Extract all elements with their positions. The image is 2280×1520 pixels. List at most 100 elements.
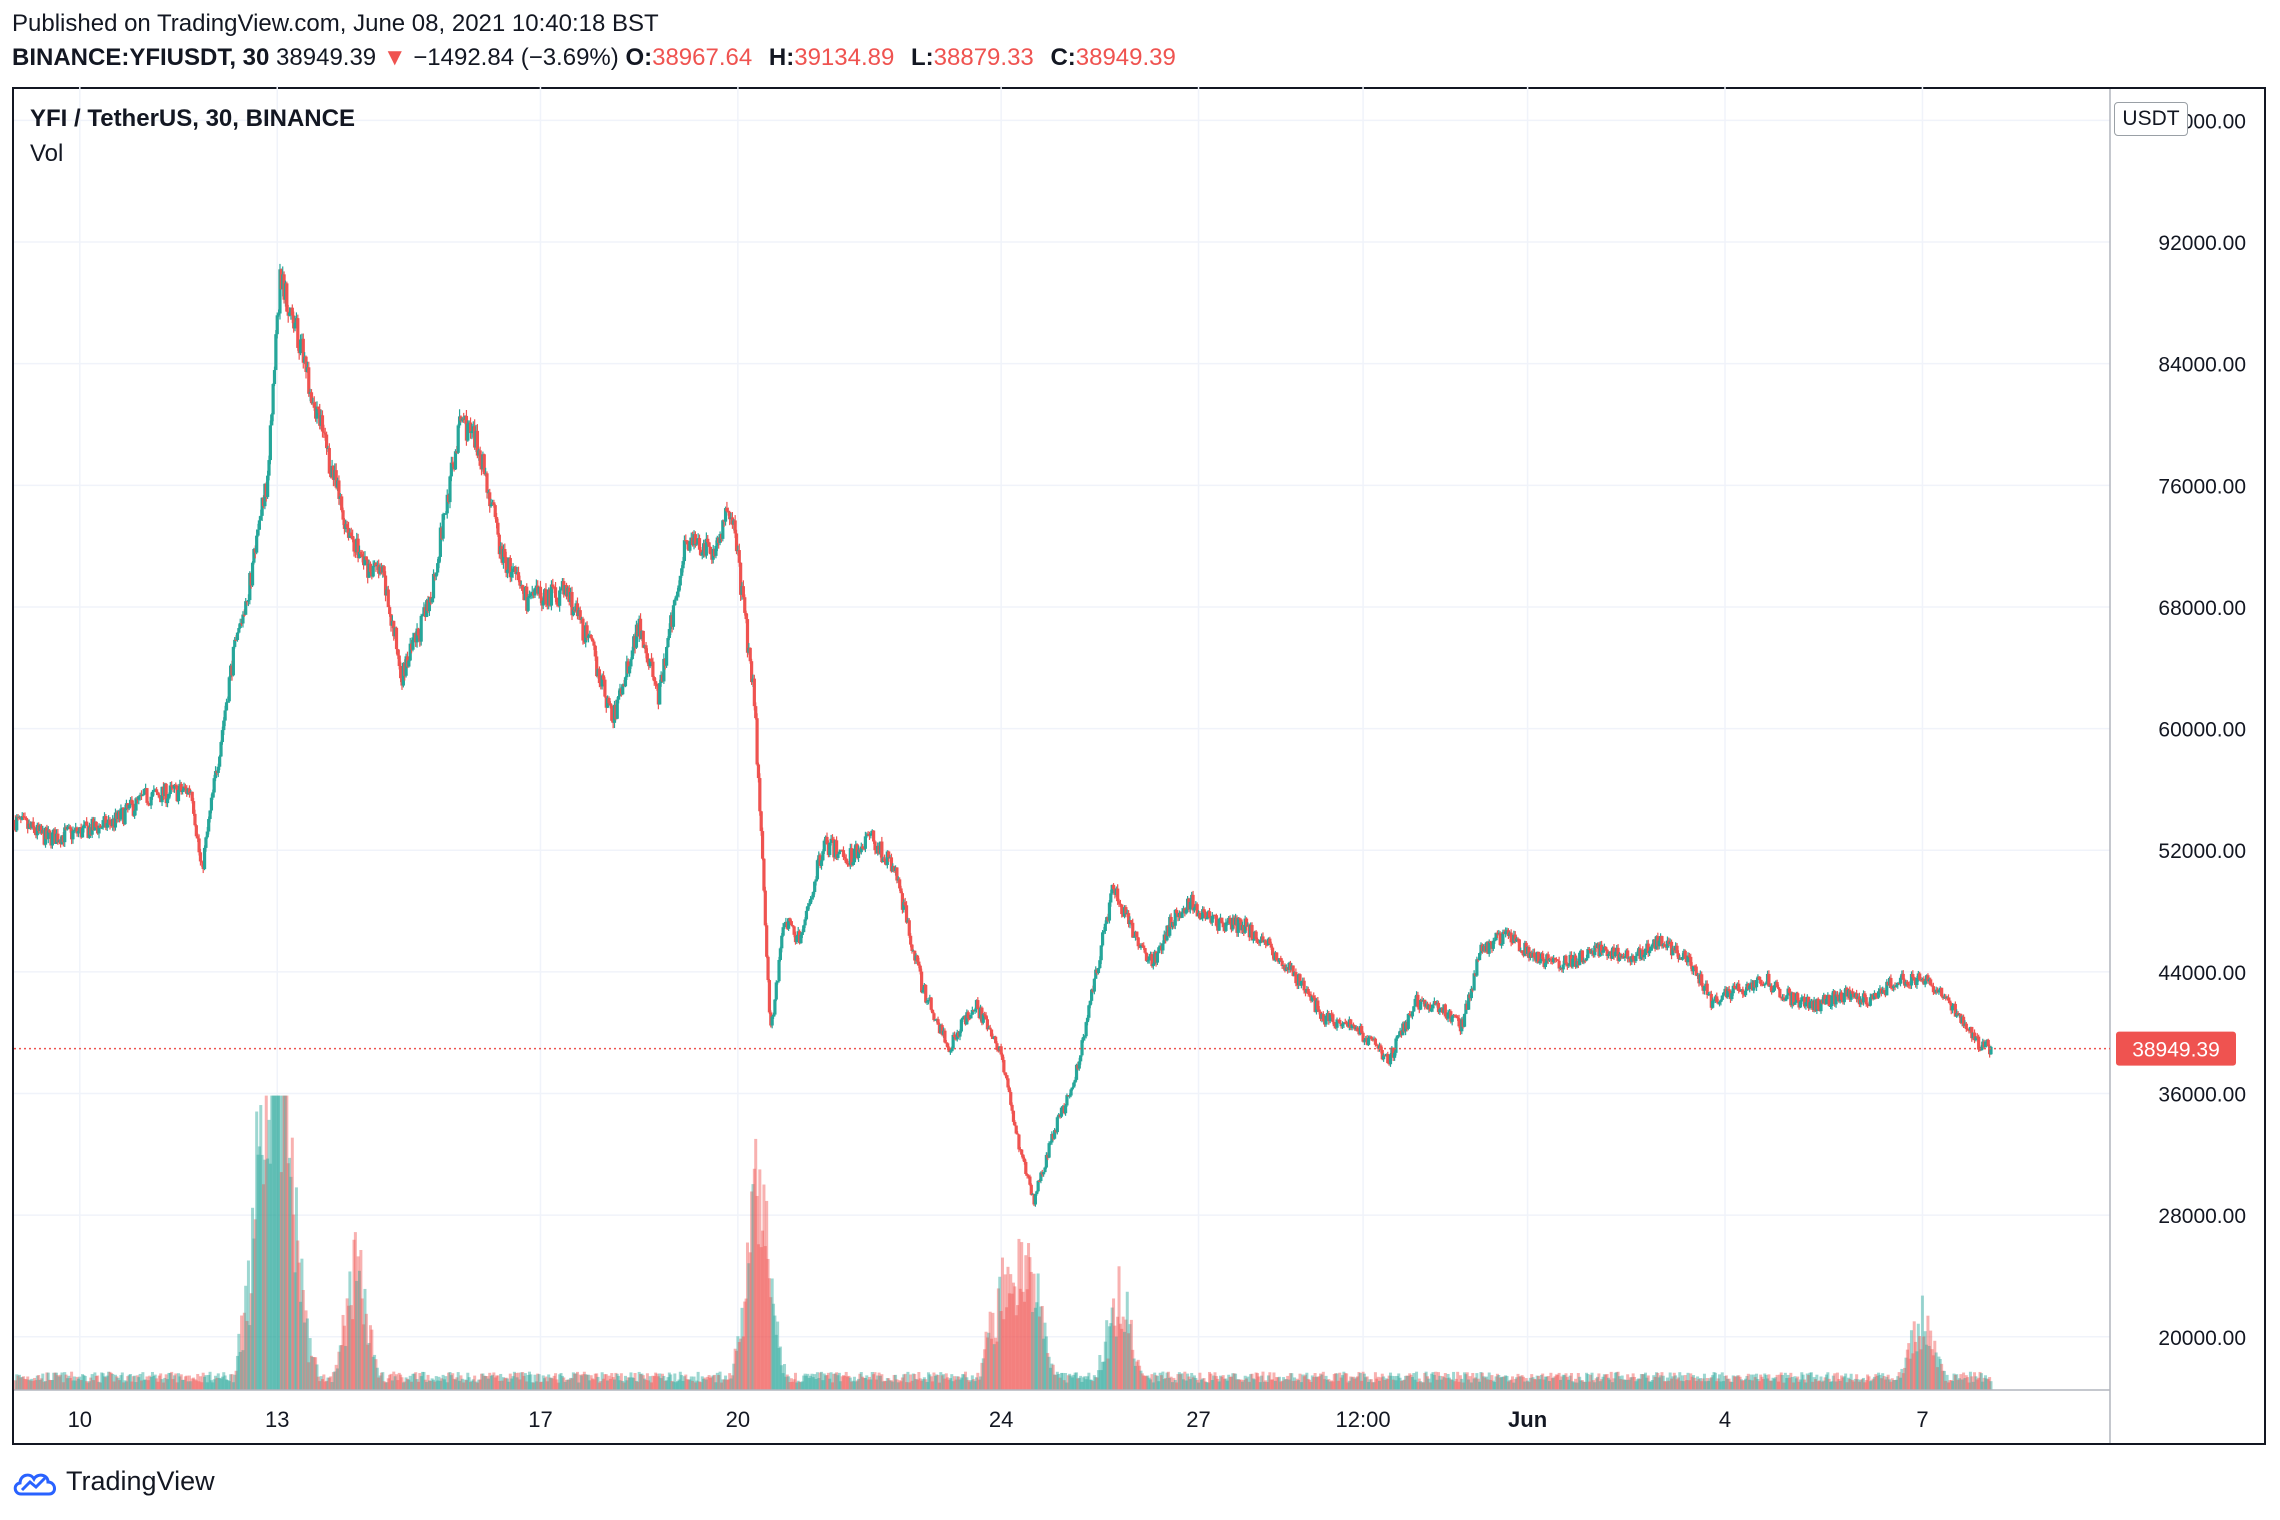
volume-bar [688,1379,692,1390]
candle-body [204,837,208,848]
volume-bar [604,1374,608,1390]
volume-bar [1298,1373,1302,1390]
volume-bar [174,1373,178,1390]
candle-body [1767,973,1771,987]
candle-body [739,562,743,595]
volume-bar [1209,1373,1213,1390]
candle-body [844,858,848,863]
candle-body [845,862,850,865]
candle-body [1388,1054,1393,1065]
candle-body [741,586,745,598]
volume-bar [144,1379,148,1390]
volume-bar [1239,1379,1243,1390]
volume-bar [404,1377,408,1390]
volume-bar [533,1374,537,1390]
volume-bar [925,1381,929,1390]
volume-bar [829,1372,833,1390]
volume-bar [1672,1372,1676,1390]
volume-bar [441,1374,445,1390]
candle-body [789,921,793,926]
volume-bar [1693,1377,1697,1390]
volume-bar [1900,1368,1904,1390]
volume-bar [517,1372,521,1390]
candle-body [268,425,272,461]
candle-body [570,591,574,616]
volume-bar [208,1371,212,1390]
volume-bar [802,1375,806,1390]
volume-bar [1645,1377,1649,1390]
volume-bar [881,1381,885,1390]
currency-button[interactable]: USDT [2114,102,2188,136]
candle-body [1892,985,1896,988]
candle-body [56,833,60,843]
volume-bar [470,1380,474,1390]
candle-body [211,792,215,798]
volume-bar [740,1307,744,1390]
volume-bar [625,1380,629,1390]
candle-body [183,786,187,789]
volume-bar [1942,1370,1946,1390]
volume-bar [570,1378,574,1390]
candle-body [1250,924,1254,941]
volume-bar [610,1373,614,1390]
volume-bar [319,1376,323,1390]
volume-bar [761,1230,765,1390]
candle-body [32,827,37,834]
volume-bar [1801,1374,1805,1390]
volume-bar [153,1374,157,1390]
volume-bar [1059,1372,1063,1390]
candle-body [1680,957,1685,960]
candle-body [198,852,203,862]
volume-bar [983,1349,987,1390]
volume-bar [1014,1315,1018,1390]
candle-body [448,476,452,503]
volume-bar [640,1373,644,1390]
candle-body [274,334,278,371]
candle-body [1270,947,1275,956]
volume-bar [781,1373,785,1390]
volume-bar [721,1379,725,1390]
candle-body [685,540,689,545]
volume-bar [415,1379,419,1390]
candle-body [1983,1041,1988,1048]
volume-bar [597,1382,601,1390]
volume-bar [566,1379,570,1390]
volume-bar [63,1372,67,1390]
volume-bar [1574,1378,1578,1390]
volume-bar [412,1373,416,1390]
volume-bar [257,1146,261,1390]
volume-bar [1149,1379,1153,1390]
volume-bar [272,1095,276,1390]
volume-bar [1789,1372,1793,1390]
candle-body [1553,957,1557,960]
candle-body [1382,1055,1386,1060]
volume-bar [175,1382,179,1390]
volume-bar [545,1381,549,1390]
candle-body [193,813,197,826]
volume-bar [1186,1373,1190,1390]
volume-bar [1867,1376,1871,1390]
volume-bar [772,1303,776,1390]
volume-bar [748,1252,752,1390]
candle-body [1416,994,1420,1008]
volume-bar [644,1379,648,1390]
candle-body [1586,948,1590,959]
candle-body [946,1043,950,1048]
volume-bar [1010,1293,1014,1390]
volume-bar [1979,1373,1983,1390]
volume-bar [109,1372,113,1390]
volume-bars [13,1095,1993,1390]
volume-bar [1320,1374,1324,1390]
candle-body [127,804,131,809]
volume-bar [739,1338,743,1390]
volume-bar [1768,1380,1772,1390]
volume-bar [1745,1375,1749,1390]
volume-bar [1065,1382,1069,1390]
tradingview-logo[interactable]: TradingView [12,1466,215,1497]
volume-bar [1776,1381,1780,1390]
candle-body [1294,972,1298,984]
volume-bar [820,1371,824,1390]
volume-bar [445,1382,449,1390]
volume-bar [1165,1372,1169,1390]
